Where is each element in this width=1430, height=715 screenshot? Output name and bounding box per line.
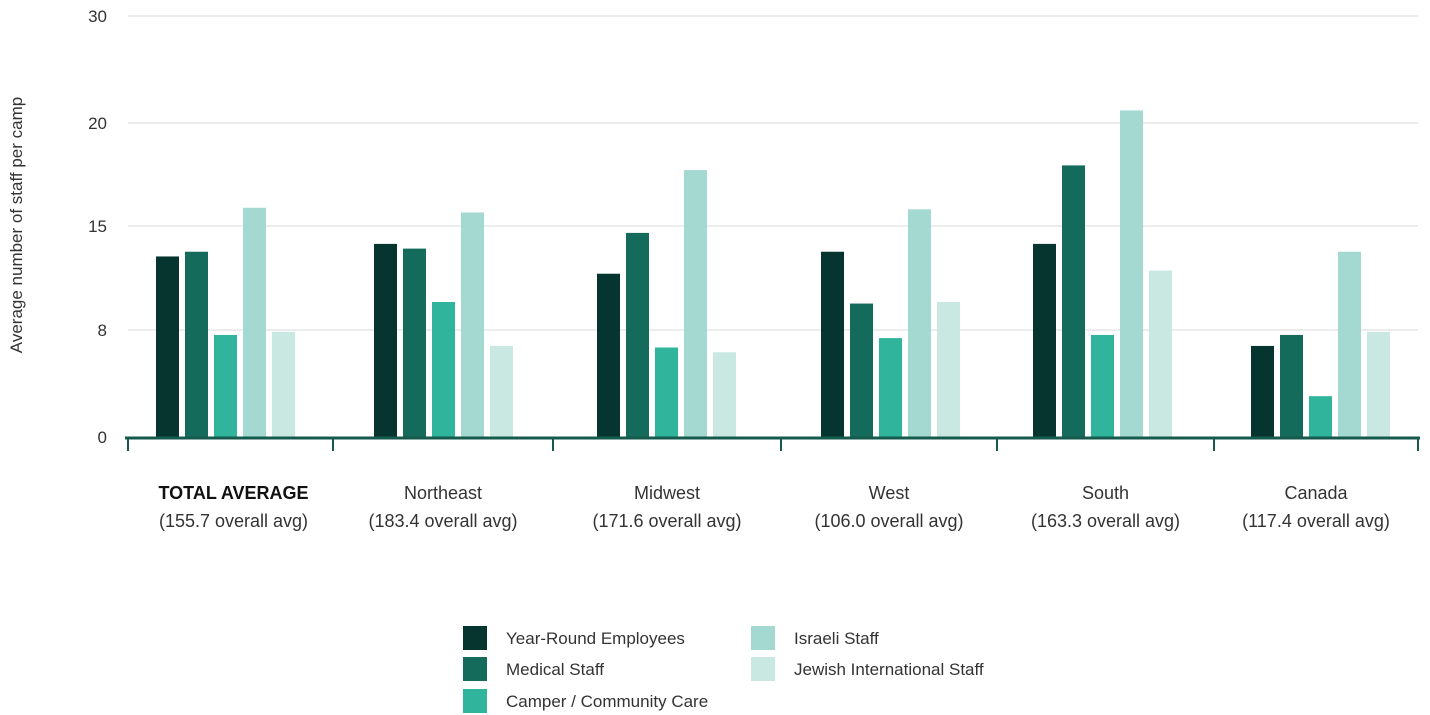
legend-swatch	[751, 657, 775, 681]
category-label: Canada	[1284, 483, 1348, 503]
bar-camper-community-care	[1309, 396, 1332, 437]
bar-israeli-staff	[684, 170, 707, 437]
legend-swatch	[463, 657, 487, 681]
bar-year-round-employees	[1251, 345, 1274, 437]
category-sublabel: (183.4 overall avg)	[368, 511, 517, 531]
bar-jewish-international-staff	[1149, 270, 1172, 437]
bar-israeli-staff	[461, 212, 484, 437]
bar-israeli-staff	[908, 209, 931, 437]
bar-camper-community-care	[655, 347, 678, 437]
bar-medical-staff	[1280, 334, 1303, 437]
x-axis	[125, 436, 1420, 451]
gridlines	[128, 15, 1418, 331]
y-tick-label: 15	[88, 217, 107, 236]
bar-jewish-international-staff	[490, 345, 513, 437]
legend-label: Camper / Community Care	[506, 692, 708, 711]
legend-label: Jewish International Staff	[794, 660, 984, 679]
bar-jewish-international-staff	[713, 352, 736, 437]
bar-israeli-staff	[1338, 251, 1361, 437]
bar-camper-community-care	[432, 301, 455, 437]
bar-jewish-international-staff	[272, 331, 295, 437]
bar-year-round-employees	[597, 273, 620, 437]
bars	[156, 110, 1390, 437]
bar-medical-staff	[850, 303, 873, 437]
bar-camper-community-care	[214, 334, 237, 437]
y-tick-label: 20	[88, 114, 107, 133]
bar-medical-staff	[626, 232, 649, 437]
bar-year-round-employees	[821, 251, 844, 437]
bar-israeli-staff	[1120, 110, 1143, 437]
bar-jewish-international-staff	[937, 301, 960, 437]
bar-medical-staff	[185, 251, 208, 437]
category-label: TOTAL AVERAGE	[158, 483, 308, 503]
bar-year-round-employees	[1033, 243, 1056, 437]
bar-jewish-international-staff	[1367, 331, 1390, 437]
category-sublabel: (171.6 overall avg)	[592, 511, 741, 531]
bar-year-round-employees	[156, 256, 179, 437]
legend-swatch	[751, 626, 775, 650]
legend: Year-Round Employees Medical Staff Camper …	[463, 626, 984, 713]
legend-swatch	[463, 626, 487, 650]
category-sublabel: (106.0 overall avg)	[814, 511, 963, 531]
legend-label: Israeli Staff	[794, 629, 879, 648]
y-tick-label: 30	[88, 7, 107, 26]
bar-medical-staff	[403, 248, 426, 437]
category-sublabel: (155.7 overall avg)	[159, 511, 308, 531]
y-axis-label: Average number of staff per camp	[7, 97, 26, 353]
bar-medical-staff	[1062, 165, 1085, 437]
bar-camper-community-care	[1091, 334, 1114, 437]
bar-year-round-employees	[374, 243, 397, 437]
y-tick-label: 8	[98, 321, 107, 340]
category-label: Northeast	[404, 483, 482, 503]
y-tick-label: 0	[98, 428, 107, 447]
legend-label: Year-Round Employees	[506, 629, 685, 648]
category-sublabel: (163.3 overall avg)	[1031, 511, 1180, 531]
category-label: South	[1082, 483, 1129, 503]
legend-label: Medical Staff	[506, 660, 604, 679]
legend-swatch	[463, 689, 487, 713]
bar-israeli-staff	[243, 207, 266, 437]
category-label: Midwest	[634, 483, 700, 503]
bar-camper-community-care	[879, 338, 902, 437]
labels: 0 8 15 20 30 TOTAL AVERAGE (155.7 overall avg)…	[88, 7, 1390, 531]
category-sublabel: (117.4 overall avg)	[1242, 511, 1390, 531]
category-label: West	[869, 483, 910, 503]
